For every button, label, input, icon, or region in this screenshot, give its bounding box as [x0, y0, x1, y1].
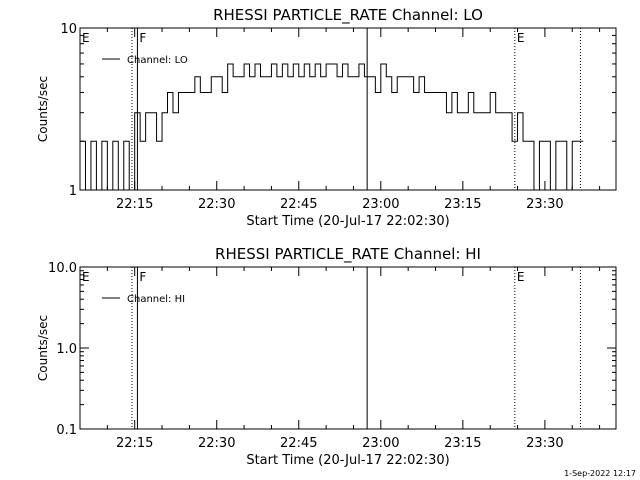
x-axis-label: Start Time (20-Jul-17 22:02:30): [246, 453, 449, 468]
legend-label: Channel: HI: [127, 294, 185, 305]
event-marker-label: E: [517, 270, 525, 284]
event-marker-label: E: [82, 31, 90, 45]
series-line-channel-lo: [80, 63, 584, 191]
y-tick-label: 10: [60, 22, 77, 37]
event-marker-label: F: [139, 270, 146, 284]
x-tick-label: 23:30: [526, 436, 563, 451]
x-tick-label: 22:45: [280, 197, 317, 212]
x-tick-label: 23:00: [362, 436, 399, 451]
hi-channel-panel: RHESSI PARTICLE_RATE Channel: HI Start Ti…: [36, 245, 617, 468]
event-marker-label: E: [517, 31, 525, 45]
x-tick-label: 22:30: [198, 197, 235, 212]
y-axis-label: Counts/sec: [36, 315, 50, 381]
x-tick-label: 22:15: [116, 197, 153, 212]
chart-title: RHESSI PARTICLE_RATE Channel: HI: [215, 245, 481, 264]
x-tick-label: 23:15: [444, 436, 481, 451]
x-tick-label: 23:15: [444, 197, 481, 212]
x-axis-label: Start Time (20-Jul-17 22:02:30): [246, 214, 449, 229]
y-tick-label: 1.0: [56, 342, 77, 357]
event-marker-label: F: [139, 31, 146, 45]
plot-frame: [79, 27, 617, 191]
event-marker-label: E: [82, 270, 90, 284]
x-tick-label: 23:00: [362, 197, 399, 212]
x-tick-label: 22:45: [280, 436, 317, 451]
lo-channel-panel: RHESSI PARTICLE_RATE Channel: LO Start Ti…: [36, 6, 617, 229]
x-tick-label: 22:30: [198, 436, 235, 451]
x-tick-label: 22:15: [116, 436, 153, 451]
chart-title: RHESSI PARTICLE_RATE Channel: LO: [213, 6, 483, 25]
y-tick-label: 10.0: [48, 261, 77, 276]
legend-label: Channel: LO: [127, 55, 188, 66]
y-tick-label: 1: [69, 184, 77, 199]
y-axis-label: Counts/sec: [36, 76, 50, 142]
plot-frame: [79, 266, 617, 430]
x-tick-label: 23:30: [526, 197, 563, 212]
y-tick-label: 0.1: [56, 423, 77, 438]
plot-timestamp: 1-Sep-2022 12:17: [564, 469, 636, 478]
